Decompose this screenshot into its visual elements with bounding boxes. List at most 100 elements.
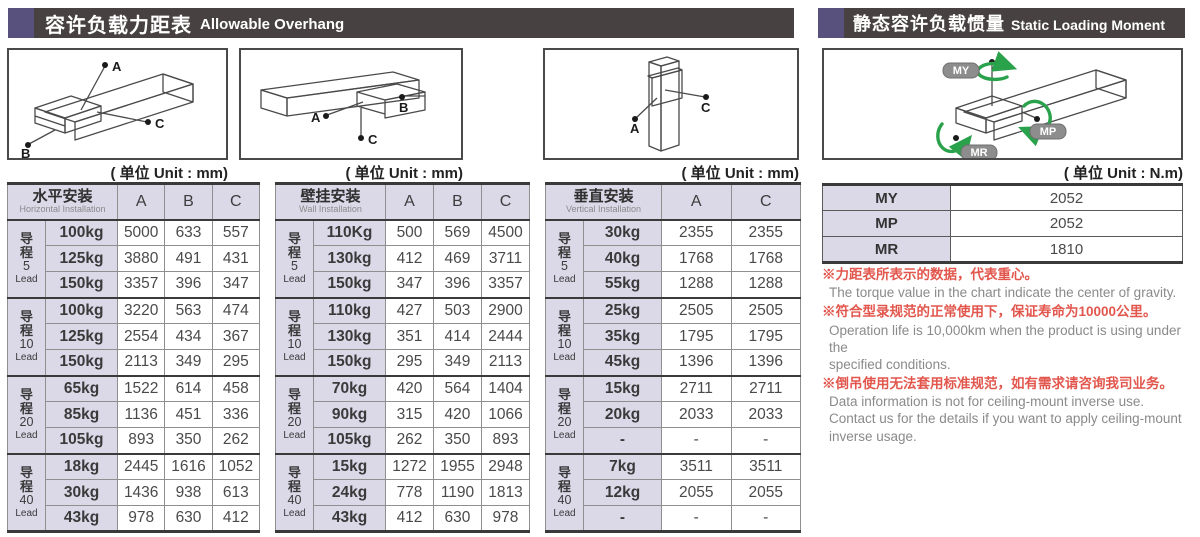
value-cell: 2711 [661, 374, 732, 402]
unit-label-mm: ( 单位 Unit : mm) [345, 165, 464, 182]
value-cell: 2505 [730, 296, 801, 324]
table-row: 105kg 262 350 893 [276, 427, 531, 454]
wall-installation-table: 壁挂安装 Wall Installation A B C 导程 5 Lead 110Kg 500 5… [274, 182, 531, 533]
value-cell: 2355 [730, 218, 801, 246]
table-row: 导程 20 Lead 65kg 1522 614 458 [7, 374, 261, 454]
load-cell: 100kg [44, 296, 119, 324]
table-row: 150kg 295 349 2113 [276, 349, 531, 376]
value-cell: 1190 [433, 479, 482, 506]
moment-rail-drawing: MY MP MR [936, 51, 1127, 158]
lead-group-cell: 导程 40 Lead [7, 452, 46, 532]
load-cell: 130kg [312, 323, 387, 350]
point-c-label: C [368, 132, 378, 147]
value-cell: 557 [211, 218, 261, 246]
lead-zh-char: 导 [287, 231, 301, 247]
value-cell: 1955 [433, 452, 482, 480]
notes-block: ※力距表所表示的数据，代表重心。 The torque value in the … [822, 266, 1196, 447]
value-cell: 1288 [661, 271, 732, 298]
load-cell: 43kg [312, 505, 387, 532]
value-cell: 1795 [661, 323, 732, 350]
lead-zh-char: 程 [287, 478, 301, 494]
load-cell: 24kg [312, 479, 387, 506]
table-row: 55kg 1288 1288 [546, 271, 801, 298]
lead-zh-char: 程 [557, 245, 571, 261]
value-cell: 4500 [480, 218, 531, 246]
value-cell: 3357 [117, 271, 166, 298]
lead-value: 40 [19, 492, 34, 507]
table-row: 125kg 2554 434 367 [8, 323, 261, 350]
load-cell: 12kg [582, 479, 663, 506]
purple-accent-block [818, 8, 844, 38]
wall-rail-drawing: A B C [260, 71, 426, 147]
value-cell: 349 [164, 349, 213, 376]
overhang-table-grid: 垂直安装 Vertical Installation A C 导程 5 Lead 30kg 23… [544, 182, 801, 533]
table-title-cell: 水平安装 Horizontal Installation [6, 183, 119, 221]
lead-group-cell: 导程 20 Lead [7, 374, 46, 454]
value-cell: 350 [433, 427, 482, 454]
lead-en: Lead [15, 507, 38, 519]
value-cell: 2554 [117, 323, 166, 350]
value-cell: 978 [480, 505, 531, 532]
vertical-installation-table: 垂直安装 Vertical Installation A C 导程 5 Lead 30kg 23… [544, 182, 801, 533]
table-row: 40kg 1768 1768 [546, 245, 801, 272]
value-cell: 633 [164, 218, 213, 246]
moment-value-cell: 1810 [950, 236, 1183, 263]
value-cell: 474 [211, 296, 261, 324]
vertical-rail-drawing: A C [630, 56, 711, 152]
lead-group-cell: 导程 40 Lead [275, 452, 314, 532]
value-cell: 500 [385, 218, 434, 246]
unit-label-mm: ( 单位 Unit : mm) [681, 165, 800, 182]
table-title-zh: 壁挂安装 [300, 187, 361, 205]
note-zh-text: ※力距表所表示的数据，代表重心。 [822, 267, 1038, 282]
moment-table-body: MY 2052 MP 2052 MR 1810 [822, 184, 1183, 263]
mp-badge: MP [1040, 126, 1057, 138]
value-cell: 2711 [730, 374, 801, 402]
value-cell: 613 [211, 479, 261, 506]
value-cell: 347 [385, 271, 434, 298]
lead-zh-char: 导 [19, 464, 33, 480]
value-cell: 420 [433, 401, 482, 428]
load-cell: 150kg [312, 349, 387, 376]
load-cell: 55kg [582, 271, 663, 298]
moment-label-cell: MY [822, 184, 951, 211]
value-cell: 2900 [480, 296, 531, 324]
lead-group-cell: 导程 20 Lead [275, 374, 314, 454]
value-cell: 630 [433, 505, 482, 532]
load-cell: 150kg [44, 271, 119, 298]
load-cell: 125kg [44, 323, 119, 350]
value-cell: 1813 [480, 479, 531, 506]
table-row: 导程 20 Lead 70kg 420 564 1404 [275, 374, 531, 454]
lead-value: 5 [561, 259, 568, 274]
table-row: --- [546, 505, 801, 532]
lead-zh-char: 程 [287, 323, 301, 339]
load-cell: - [582, 427, 663, 454]
note-item: ※符合型录规范的正常使用下，保证寿命为10000公里。 Operation lif… [822, 303, 1196, 373]
value-cell: - [730, 505, 801, 532]
table-row: 85kg 1136 451 336 [8, 401, 261, 428]
value-cell: 1288 [730, 271, 801, 298]
my-badge: MY [953, 65, 970, 77]
value-cell: 778 [385, 479, 434, 506]
load-cell: 100kg [44, 218, 119, 246]
point-a-label: A [112, 59, 122, 74]
value-cell: 412 [385, 245, 434, 272]
note-en-text: Operation life is 10,000km when the prod… [829, 322, 1181, 372]
value-cell: 893 [117, 427, 166, 454]
lead-zh-char: 导 [19, 387, 33, 403]
lead-group-cell: 导程 40 Lead [545, 452, 584, 532]
lead-zh-char: 导 [287, 309, 301, 325]
lead-group-cell: 导程 20 Lead [545, 374, 584, 454]
value-cell: 2055 [661, 479, 732, 506]
lead-en: Lead [15, 351, 38, 363]
value-cell: 1136 [117, 401, 166, 428]
table-row: 导程 40 Lead 18kg 2445 1616 1052 [7, 452, 261, 532]
lead-group-cell: 导程 10 Lead [275, 296, 314, 376]
point-c-label: C [155, 116, 165, 131]
lead-value: 40 [557, 492, 572, 507]
load-cell: 130kg [312, 245, 387, 272]
value-cell: 1436 [117, 479, 166, 506]
value-cell: 630 [164, 505, 213, 532]
value-cell: 431 [211, 245, 261, 272]
load-cell: 150kg [312, 271, 387, 298]
